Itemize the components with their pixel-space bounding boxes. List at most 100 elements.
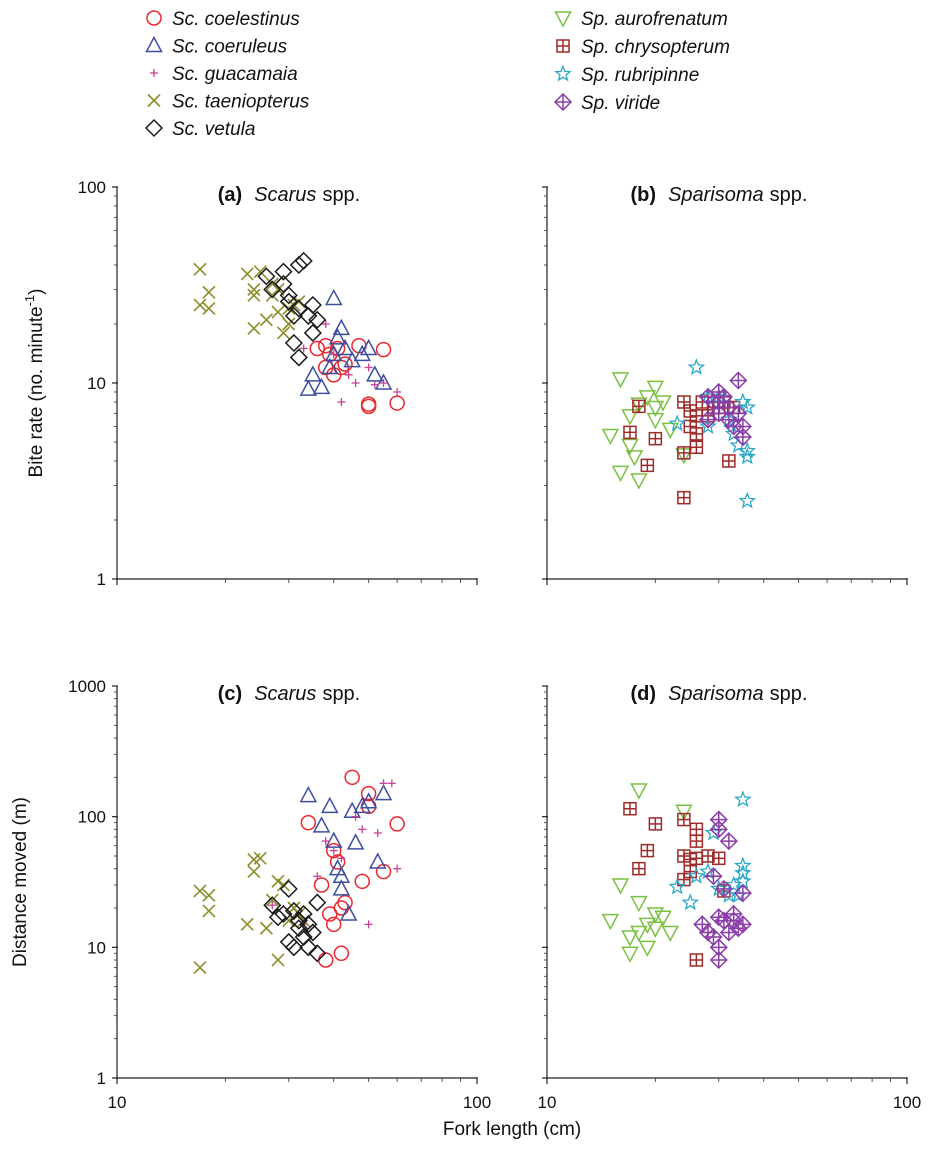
data-point-coeruleus — [368, 852, 387, 869]
data-point-taeniopterus — [247, 865, 261, 879]
data-point-aurofrenatum — [630, 925, 648, 943]
data-point-rubripinne — [734, 863, 752, 881]
legend-label-coelestinus: Sc. coelestinus — [172, 9, 300, 30]
data-point-guacamaia — [344, 370, 353, 379]
data-point-aurofrenatum — [611, 465, 630, 482]
data-point-aurofrenatum — [646, 412, 665, 430]
data-point-coeruleus — [353, 796, 371, 814]
x-tick-label-c: 10 — [108, 1093, 127, 1112]
legend-item-rubripinne: Sp. rubripinne — [554, 64, 699, 86]
data-point-guacamaia — [379, 779, 388, 788]
panel-letter-c: (c) — [218, 683, 242, 705]
series-chrysopterum-b — [623, 395, 741, 505]
data-point-taeniopterus — [259, 313, 273, 327]
data-point-rubripinne — [687, 358, 706, 376]
panel-letter-d: (d) — [631, 683, 657, 705]
data-point-coeruleus — [299, 785, 318, 803]
data-point-rubripinne — [738, 398, 757, 416]
data-point-aurofrenatum — [611, 878, 630, 895]
data-point-rubripinne — [699, 417, 717, 435]
data-point-guacamaia — [364, 363, 373, 372]
series-viride-b — [698, 371, 752, 447]
data-point-taeniopterus — [265, 893, 279, 907]
data-point-taeniopterus — [271, 305, 285, 319]
data-point-coelestinus — [389, 395, 405, 411]
legend-item-aurofrenatum: Sp. aurofrenatum — [554, 9, 728, 30]
y-tick-label-a: 1 — [97, 570, 106, 589]
data-point-rubripinne — [733, 856, 752, 874]
data-point-coeruleus — [374, 784, 393, 801]
data-point-aurofrenatum — [621, 438, 639, 456]
data-point-taeniopterus — [202, 904, 216, 918]
data-point-rubripinne — [738, 447, 757, 465]
data-point-chrysopterum — [648, 817, 663, 831]
y-axis-label-bite-rate-main: Bite rate (no. minute — [26, 306, 47, 477]
data-point-coelestinus — [325, 367, 342, 383]
data-point-viride — [729, 371, 748, 390]
data-point-guacamaia — [329, 846, 338, 855]
panel-suffix-a: spp. — [322, 184, 360, 206]
panel-title-d: (d) Sparisoma spp. — [631, 683, 808, 705]
data-point-aurofrenatum — [661, 925, 680, 943]
data-point-vetula — [299, 915, 318, 934]
data-point-aurofrenatum — [646, 921, 665, 938]
data-point-aurofrenatum — [611, 372, 630, 389]
panel-genus-a: Scarus — [254, 184, 316, 206]
legend-label-aurofrenatum: Sp. aurofrenatum — [581, 9, 728, 30]
legend-marker-aurofrenatum — [554, 11, 572, 28]
data-point-viride — [709, 820, 728, 839]
data-point-guacamaia — [299, 344, 308, 353]
data-point-chrysopterum — [689, 822, 704, 837]
data-point-aurofrenatum — [646, 380, 665, 397]
data-point-taeniopterus — [253, 851, 267, 865]
data-point-taeniopterus — [193, 961, 207, 975]
series-vetula-a — [257, 251, 327, 367]
data-point-coeruleus — [299, 379, 318, 396]
data-point-coelestinus — [337, 356, 353, 372]
y-tick-label-a: 10 — [87, 374, 106, 393]
data-point-taeniopterus — [202, 285, 216, 299]
y-tick-label-a: 100 — [78, 178, 106, 197]
panel-d: 10 100 (d) Sparisoma spp. — [538, 683, 922, 1112]
data-point-aurofrenatum — [630, 397, 648, 414]
data-point-rubripinne — [687, 866, 706, 884]
data-point-vetula — [263, 896, 282, 915]
data-point-taeniopterus — [240, 267, 254, 281]
data-point-chrysopterum — [632, 399, 646, 414]
data-point-vetula — [289, 299, 308, 318]
data-point-taeniopterus — [276, 878, 291, 892]
series-guacamaia-a — [299, 319, 402, 406]
data-point-coelestinus — [344, 769, 360, 786]
legend-item-taeniopterus: Sc. taeniopterus — [147, 92, 310, 113]
data-point-vetula — [289, 255, 308, 275]
data-point-coelestinus — [309, 340, 326, 357]
series-coeruleus-a — [299, 288, 393, 396]
data-point-guacamaia — [370, 380, 379, 389]
y-tick-label-c: 100 — [78, 808, 106, 827]
data-point-coeruleus — [353, 344, 371, 362]
panel-b: (b) Sparisoma spp. — [542, 184, 908, 585]
data-point-coeruleus — [324, 288, 343, 306]
data-point-coelestinus — [389, 816, 405, 832]
data-point-vetula — [279, 932, 298, 951]
data-point-coeruleus — [359, 792, 378, 809]
data-point-coeruleus — [312, 377, 331, 395]
data-point-guacamaia — [393, 864, 402, 873]
data-point-rubripinne — [734, 790, 752, 808]
panel-letter-a: (a) — [218, 184, 242, 206]
panel-suffix-b: spp. — [770, 184, 808, 206]
series-aurofrenatum-d — [601, 783, 693, 963]
data-point-taeniopterus — [253, 265, 267, 279]
data-point-chrysopterum — [689, 953, 704, 967]
data-point-aurofrenatum — [625, 450, 644, 467]
series-chrysopterum-d — [623, 801, 731, 967]
data-point-chrysopterum — [677, 490, 691, 505]
data-point-aurofrenatum — [675, 804, 693, 821]
data-point-guacamaia — [337, 397, 346, 406]
data-point-coelestinus — [360, 398, 377, 415]
legend-label-guacamaia: Sc. guacamaia — [172, 64, 298, 85]
data-point-vetula — [308, 310, 327, 329]
series-coelestinus-a — [309, 337, 405, 415]
data-point-chrysopterum — [722, 454, 736, 468]
legend-sparisoma: Sp. aurofrenatum Sp. chrysopterum Sp. rubr… — [553, 9, 730, 114]
